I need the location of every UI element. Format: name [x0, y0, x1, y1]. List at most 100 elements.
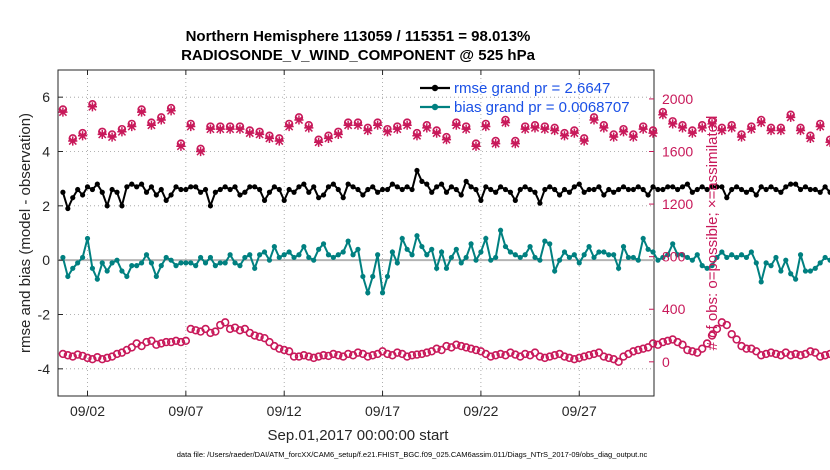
bias-point — [394, 260, 400, 266]
rmse-point — [714, 184, 720, 190]
low_count_possible-marker — [506, 348, 515, 357]
rmse-point — [611, 189, 617, 195]
y-tick-label: 4 — [42, 144, 50, 160]
bias-point — [183, 260, 189, 266]
y-tick-label: -4 — [38, 361, 51, 377]
low_count_possible-marker — [98, 354, 107, 364]
assimilated-marker — [530, 123, 540, 133]
low_count_possible-marker — [643, 343, 653, 352]
bias-point — [247, 252, 253, 258]
rmse-point — [109, 186, 115, 193]
assimilated-marker — [638, 124, 648, 134]
assimilated-marker — [382, 127, 393, 137]
bias-point — [478, 249, 484, 255]
rmse-point — [581, 189, 587, 195]
rmse-point — [434, 184, 440, 190]
bias-point — [522, 252, 528, 258]
bias-point — [542, 238, 548, 244]
low_count_possible-marker — [757, 351, 766, 360]
rmse-point — [807, 186, 813, 193]
rmse-point — [271, 184, 277, 190]
bias-point — [414, 233, 420, 239]
rmse-point — [493, 189, 499, 195]
rmse-point — [75, 186, 81, 193]
low_count_possible-marker — [206, 328, 215, 338]
low_count_possible-marker — [530, 348, 540, 357]
bias-point — [163, 254, 169, 261]
rmse-point — [217, 186, 223, 193]
bias-point — [748, 249, 754, 255]
rmse-point — [655, 186, 661, 193]
rmse-point — [443, 189, 450, 195]
bias-point — [109, 260, 115, 266]
assimilated-marker — [235, 124, 245, 134]
assimilated-marker — [225, 124, 235, 134]
bias-point — [704, 265, 710, 271]
rmse-point — [301, 181, 307, 187]
rmse-point — [625, 186, 632, 193]
bias-point — [438, 249, 445, 255]
low_count_possible-marker — [83, 353, 92, 363]
low_count_possible-marker — [112, 349, 122, 359]
bias-point — [306, 254, 312, 261]
y-tick-label: 0 — [42, 252, 50, 268]
rmse-point — [797, 186, 804, 193]
rmse-point — [306, 189, 312, 195]
rmse-point — [522, 184, 528, 190]
rmse-point — [330, 181, 336, 187]
low_count_possible-marker — [142, 337, 151, 347]
low_count_possible-marker — [152, 340, 161, 349]
bias-point — [75, 260, 81, 266]
rmse-point — [502, 186, 509, 193]
assimilated-marker — [756, 117, 766, 128]
rmse-point — [591, 186, 597, 193]
rmse-point — [84, 184, 91, 190]
low_count_possible-marker — [280, 345, 289, 355]
low_count_possible-marker — [471, 345, 481, 355]
low_count_possible-marker — [820, 351, 830, 360]
low_count_possible-marker — [742, 344, 751, 353]
assimilated-marker — [264, 133, 275, 143]
low_count_possible-marker — [629, 347, 638, 356]
assimilated-marker — [127, 121, 137, 132]
bias-point — [261, 249, 268, 255]
low_count_possible-marker — [432, 344, 441, 353]
rmse-point — [409, 186, 415, 193]
rmse-point — [212, 189, 218, 195]
bias-point — [227, 252, 233, 258]
low_count_possible-marker — [211, 327, 220, 336]
bias-point — [743, 254, 750, 261]
low_count_possible-marker — [319, 351, 328, 360]
low_count_possible-marker — [329, 349, 338, 359]
assimilated-marker — [323, 133, 334, 143]
bias-point — [330, 254, 336, 261]
rmse-point — [335, 186, 341, 193]
bias-point — [365, 290, 371, 296]
rmse-point — [552, 186, 558, 193]
low_count_possible-marker — [299, 351, 309, 360]
assimilated-marker — [107, 132, 117, 142]
assimilated-marker — [687, 128, 697, 138]
low_count_possible-marker — [545, 352, 554, 361]
bias-point — [355, 246, 361, 252]
assimilated-marker — [117, 127, 127, 137]
low_count_possible-marker — [614, 357, 623, 367]
rmse-point — [134, 184, 140, 190]
assimilated-marker — [432, 128, 442, 138]
rmse-point — [719, 184, 725, 190]
rmse-point — [286, 186, 292, 193]
rmse-point — [360, 192, 366, 198]
bias-point — [586, 243, 592, 250]
assimilated-marker — [569, 128, 579, 138]
assimilated-marker — [314, 137, 324, 147]
bias-point — [591, 254, 597, 261]
bias-point — [802, 268, 809, 274]
bias-point — [596, 249, 602, 255]
rmse-point — [517, 186, 523, 193]
rmse-point — [193, 184, 199, 190]
low_count_possible-marker — [791, 349, 800, 359]
low_count_possible-marker — [68, 352, 77, 361]
rmse-point — [606, 186, 612, 193]
bias-point — [202, 260, 209, 266]
bias-point — [640, 235, 646, 242]
